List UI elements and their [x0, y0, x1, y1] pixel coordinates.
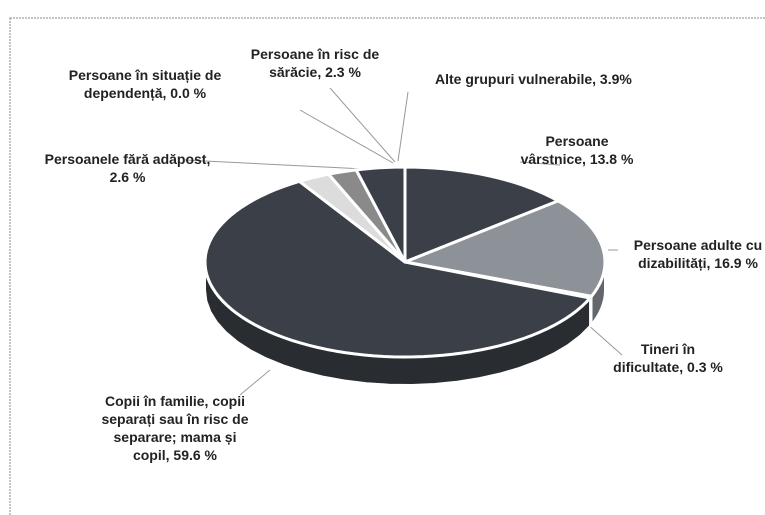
slice-label: Tineri în dificultate, 0.3 %	[613, 341, 723, 375]
leader-line	[519, 161, 561, 166]
slice-label: Copii în familie, copii separați sau în …	[101, 393, 249, 463]
slice	[403, 199, 607, 298]
slice	[203, 179, 592, 359]
slice-label: Persoane adulte cu dizabilități, 16.9 %	[633, 237, 763, 271]
slice	[354, 165, 407, 264]
leader-line	[397, 91, 409, 162]
leader-line	[299, 109, 394, 164]
slice-label: Persoane în risc de sărăcie, 2.3 %	[250, 46, 380, 80]
leader-lines	[184, 87, 623, 396]
leader-line	[239, 369, 271, 396]
frame	[9, 17, 765, 515]
slice-label: Persoane în situație de dependență, 0.0 …	[68, 67, 222, 101]
slice	[403, 165, 560, 264]
slice-label: Persoane vârstnice, 13.8 %	[520, 133, 634, 167]
slice-label: Alte grupuri vulnerabile, 3.9%	[435, 71, 632, 87]
leader-line	[329, 87, 396, 163]
leader-line	[184, 159, 386, 171]
slice-label: Persoanele fără adăpost, 2.6 %	[44, 151, 211, 185]
